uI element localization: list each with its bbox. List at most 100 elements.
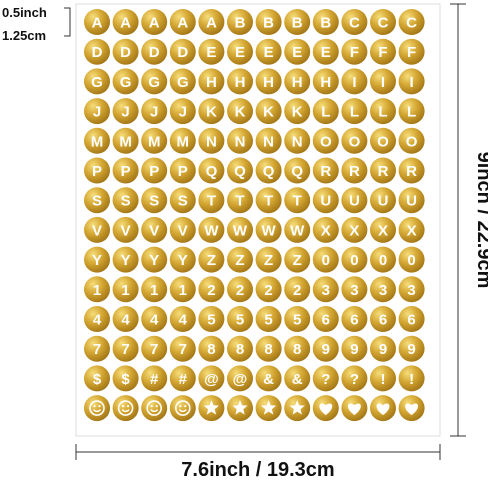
sticker [84, 68, 110, 95]
sticker [341, 9, 368, 35]
sticker-label: U [378, 193, 389, 210]
sticker-label: 7 [121, 341, 129, 358]
sticker-label: J [179, 104, 187, 121]
sticker [227, 127, 253, 154]
sticker [141, 157, 168, 184]
sticker-label: J [93, 104, 101, 121]
sticker [112, 68, 139, 95]
sticker-label: 0 [322, 252, 330, 269]
sticker [398, 365, 425, 392]
sticker-label: K [235, 104, 246, 121]
sticker [227, 335, 253, 362]
sticker-label: 4 [150, 312, 159, 329]
sticker-label: @ [204, 371, 219, 388]
sticker-label: I [381, 74, 385, 91]
sticker-label: 4 [121, 312, 130, 329]
sticker [284, 127, 311, 154]
sticker [227, 216, 253, 243]
sticker-label: 3 [322, 282, 330, 299]
sticker-label: E [321, 44, 331, 61]
sticker [84, 9, 110, 35]
sticker [112, 276, 139, 303]
heart-icon [405, 403, 419, 416]
sticker-label: E [206, 44, 216, 61]
sticker-label: W [262, 222, 277, 239]
sticker-label: 8 [207, 341, 215, 358]
sticker-label: R [378, 163, 389, 180]
sticker-label: Q [206, 163, 218, 180]
sticker-label: V [92, 222, 102, 239]
sticker [227, 276, 253, 303]
sticker [312, 216, 339, 243]
sticker [255, 335, 282, 362]
sticker [341, 187, 368, 214]
sticker [398, 187, 425, 214]
sticker [312, 306, 339, 332]
sticker-label: 0 [350, 252, 358, 269]
sticker-label: R [349, 163, 360, 180]
sticker [84, 395, 110, 422]
sticker [84, 276, 110, 303]
sticker [227, 68, 253, 95]
sticker-label: X [321, 222, 331, 239]
sticker [227, 98, 253, 125]
sticker [169, 9, 196, 35]
sticker-label: 6 [322, 312, 330, 329]
sticker [398, 276, 425, 303]
sticker-label: F [407, 44, 416, 61]
star-icon [232, 400, 248, 415]
sticker-label: Z [264, 252, 273, 269]
sticker [84, 38, 110, 65]
sticker [227, 9, 253, 35]
sticker [341, 276, 368, 303]
sticker-label: T [207, 193, 216, 210]
size-inch: 0.5inch [2, 5, 47, 20]
sticker [198, 216, 225, 243]
height-label: 9inch / 22.9cm [473, 152, 488, 289]
sticker-label: T [235, 193, 244, 210]
sticker [198, 276, 225, 303]
sticker-label: & [263, 371, 274, 388]
sticker [341, 68, 368, 95]
sticker [141, 246, 168, 273]
sticker [398, 98, 425, 125]
sticker-label: 5 [236, 312, 244, 329]
sticker-label: T [264, 193, 273, 210]
sticker-label: X [349, 222, 359, 239]
sticker [198, 68, 225, 95]
sticker-label: H [263, 74, 274, 91]
sticker [84, 335, 110, 362]
sticker [284, 157, 311, 184]
sticker [84, 306, 110, 332]
sticker-label: 6 [379, 312, 387, 329]
star-icon [261, 400, 277, 415]
sticker [370, 98, 396, 125]
sticker-label: W [233, 222, 248, 239]
sticker-label: Z [235, 252, 244, 269]
sticker-label: N [263, 133, 274, 150]
sticker [312, 157, 339, 184]
sticker [398, 246, 425, 273]
sticker-label: 3 [379, 282, 387, 299]
sticker [398, 68, 425, 95]
sticker [198, 306, 225, 332]
sticker-label: O [320, 133, 332, 150]
sticker-label: P [121, 163, 131, 180]
sticker-label: 9 [407, 341, 415, 358]
sticker-label: # [150, 371, 159, 388]
sticker [141, 365, 168, 392]
sticker-label: C [406, 15, 417, 32]
sticker-label: R [406, 163, 417, 180]
heart-icon [376, 403, 390, 416]
sticker-label: G [91, 74, 103, 91]
sticker [169, 127, 196, 154]
sticker [255, 216, 282, 243]
sticker [169, 395, 196, 422]
sticker-label: Y [149, 252, 159, 269]
sticker-label: ? [350, 371, 359, 388]
sticker-label: N [235, 133, 246, 150]
sticker [198, 365, 225, 392]
sticker [370, 38, 396, 65]
sticker [312, 9, 339, 35]
heart-icon [347, 403, 361, 416]
